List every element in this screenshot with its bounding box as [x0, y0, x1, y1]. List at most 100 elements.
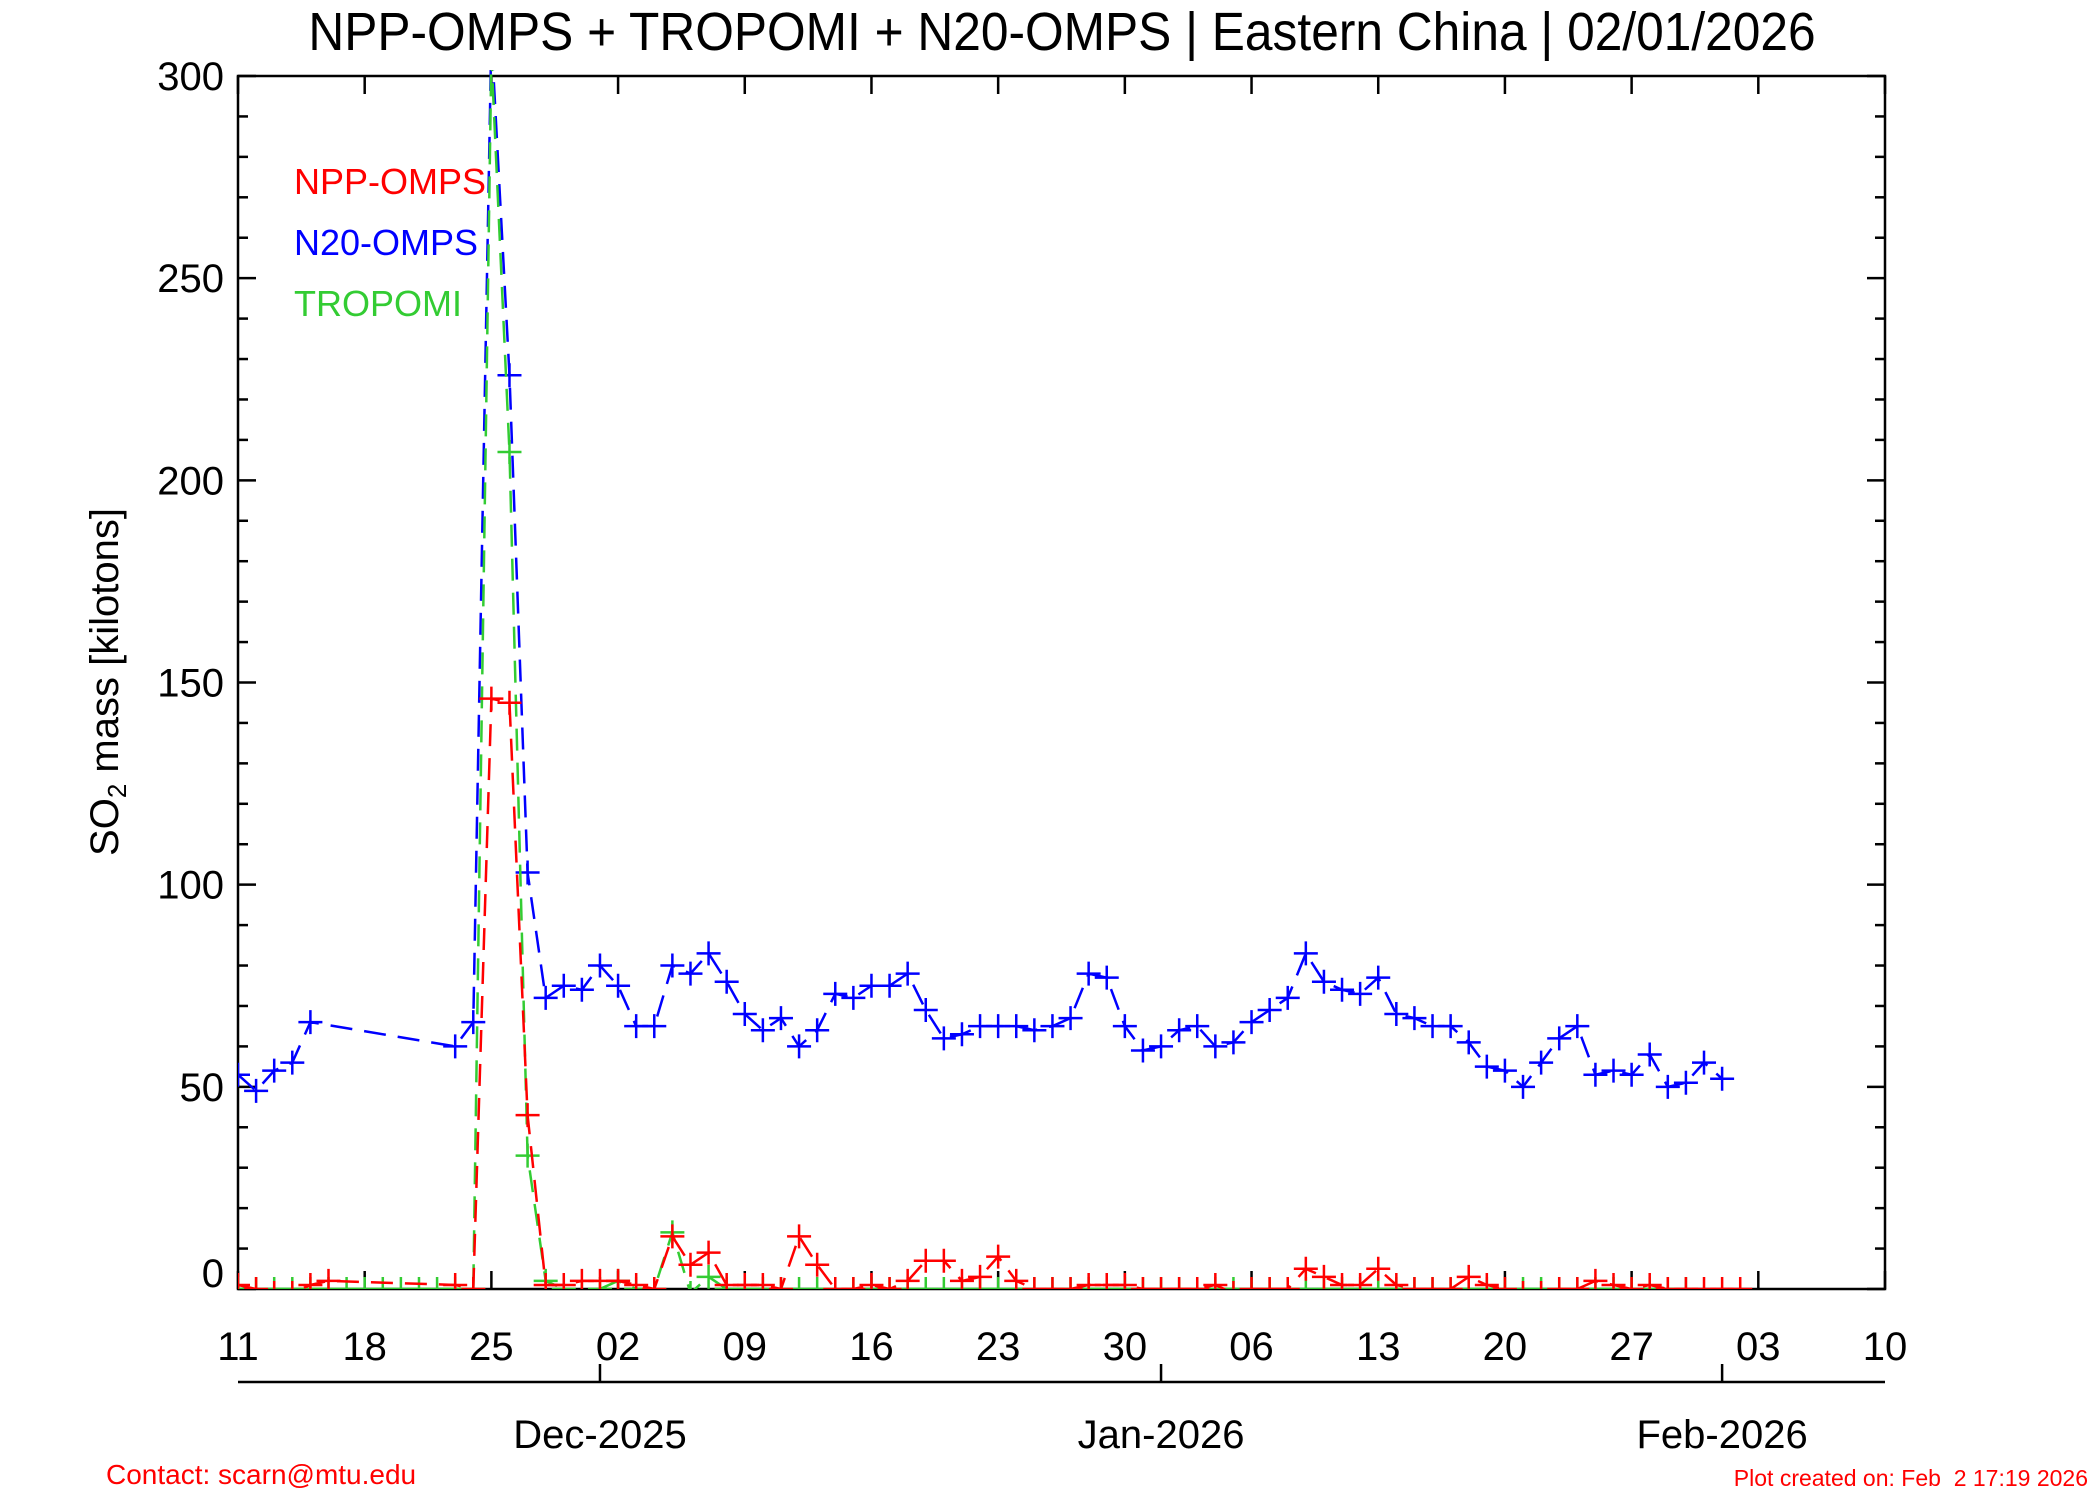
data-point-marker — [1474, 1272, 1499, 1289]
data-point-marker — [1511, 1074, 1536, 1099]
data-point-marker — [1384, 1002, 1409, 1027]
svg-text:SO2 mass [kilotons]: SO2 mass [kilotons] — [83, 508, 132, 856]
x-tick-label: 30 — [1103, 1325, 1148, 1369]
y-axis-label: SO2 mass [kilotons] — [83, 508, 132, 856]
data-point-marker — [1112, 1272, 1137, 1289]
data-point-marker — [1221, 1277, 1246, 1289]
data-point-marker — [642, 1014, 667, 1039]
data-point-marker — [805, 1252, 830, 1277]
data-point-marker — [1348, 981, 1373, 1006]
x-tick-label: 10 — [1863, 1325, 1908, 1369]
data-point-marker — [370, 1277, 395, 1289]
data-point-marker — [1521, 1281, 1525, 1289]
x-tick-label: 11 — [217, 1325, 259, 1369]
data-point-marker — [1539, 1281, 1543, 1289]
data-point-marker — [1167, 1018, 1192, 1043]
data-point-marker — [606, 973, 631, 998]
y-tick-label: 200 — [157, 459, 224, 503]
series-group — [238, 70, 1753, 1289]
data-point-marker — [551, 1272, 576, 1289]
data-point-marker — [660, 953, 685, 978]
data-point-marker — [1094, 965, 1119, 990]
data-point-marker — [1438, 1277, 1463, 1289]
data-point-marker — [1402, 1277, 1427, 1289]
data-point-marker — [1149, 1277, 1174, 1289]
data-point-marker — [823, 1277, 848, 1289]
data-point-marker — [1547, 1026, 1572, 1051]
data-point-marker — [823, 981, 848, 1006]
data-point-marker — [1257, 998, 1282, 1023]
data-point-marker — [1040, 1277, 1065, 1289]
data-point-marker — [1492, 1058, 1517, 1083]
data-point-marker — [714, 969, 739, 994]
data-point-marker — [1239, 1277, 1264, 1289]
data-point-marker — [1547, 1277, 1572, 1289]
month-tick-label: Feb-2026 — [1636, 1413, 1807, 1457]
data-point-marker — [931, 1026, 956, 1051]
data-point-marker — [1583, 1268, 1608, 1289]
data-point-marker — [497, 440, 522, 465]
data-point-marker — [244, 1277, 269, 1289]
data-point-marker — [1601, 1058, 1626, 1083]
data-point-marker — [262, 1058, 287, 1083]
data-point-marker — [877, 973, 902, 998]
month-axis: Dec-2025 Jan-2026 Feb-2026 — [238, 1364, 1885, 1457]
data-point-marker — [316, 1268, 341, 1289]
month-tick-label: Dec-2025 — [513, 1413, 686, 1457]
x-tick-label: 18 — [342, 1325, 387, 1369]
data-point-marker — [569, 977, 594, 1002]
legend: NPP-OMPS N20-OMPS TROPOMI — [294, 161, 486, 324]
data-point-marker — [913, 1277, 938, 1289]
data-point-marker — [388, 1277, 413, 1289]
data-point-marker — [750, 1272, 775, 1289]
data-point-marker — [1529, 1050, 1554, 1075]
data-point-marker — [443, 1272, 468, 1289]
y-tick-label: 150 — [157, 662, 224, 706]
data-point-marker — [678, 961, 703, 986]
data-point-marker — [1529, 1277, 1554, 1289]
data-point-marker — [298, 1272, 323, 1289]
data-point-marker — [291, 1281, 294, 1289]
data-point-marker — [1185, 1014, 1210, 1039]
data-point-marker — [696, 941, 721, 966]
data-point-marker — [298, 1010, 323, 1035]
data-point-marker — [841, 985, 866, 1010]
data-point-marker — [1456, 1030, 1481, 1055]
data-point-marker — [1655, 1074, 1680, 1099]
data-point-marker — [262, 1277, 287, 1289]
y-axis-label-rest: mass [kilotons] — [83, 508, 127, 784]
x-axis: 11 18 25 02 09 16 23 30 06 13 20 27 03 10 — [217, 76, 1907, 1369]
data-point-marker — [1420, 1277, 1445, 1289]
data-point-marker — [587, 953, 612, 978]
contact-text[interactable]: Contact: scarn@mtu.edu — [106, 1459, 416, 1490]
x-tick-label: 23 — [976, 1325, 1021, 1369]
y-tick-label: 250 — [157, 257, 224, 301]
data-point-marker — [1130, 1038, 1155, 1063]
data-point-marker — [1474, 1054, 1499, 1079]
data-point-marker — [515, 1103, 540, 1128]
data-point-marker — [238, 1272, 250, 1289]
x-tick-label: 25 — [469, 1325, 514, 1369]
data-point-marker — [272, 1281, 276, 1289]
y-tick-label: 100 — [157, 864, 224, 908]
data-point-marker — [1203, 1034, 1228, 1059]
data-point-marker — [461, 1010, 486, 1035]
data-point-marker — [1655, 1277, 1680, 1289]
data-point-marker — [1492, 1277, 1517, 1289]
data-point-marker — [1239, 1010, 1264, 1035]
data-point-marker — [1130, 1277, 1155, 1289]
data-point-marker — [1293, 1277, 1318, 1289]
data-point-marker — [1311, 1264, 1336, 1289]
data-point-marker — [805, 1277, 830, 1289]
data-point-marker — [931, 1248, 956, 1273]
data-point-marker — [1456, 1264, 1481, 1289]
data-point-marker — [1004, 1268, 1029, 1289]
data-point-marker — [1366, 1256, 1391, 1281]
data-point-marker — [859, 1272, 884, 1289]
data-point-marker — [931, 1277, 956, 1289]
data-point-marker — [768, 1006, 793, 1031]
data-point-marker — [895, 1268, 920, 1289]
data-point-marker — [1257, 1277, 1282, 1289]
data-point-marker — [280, 1277, 305, 1289]
